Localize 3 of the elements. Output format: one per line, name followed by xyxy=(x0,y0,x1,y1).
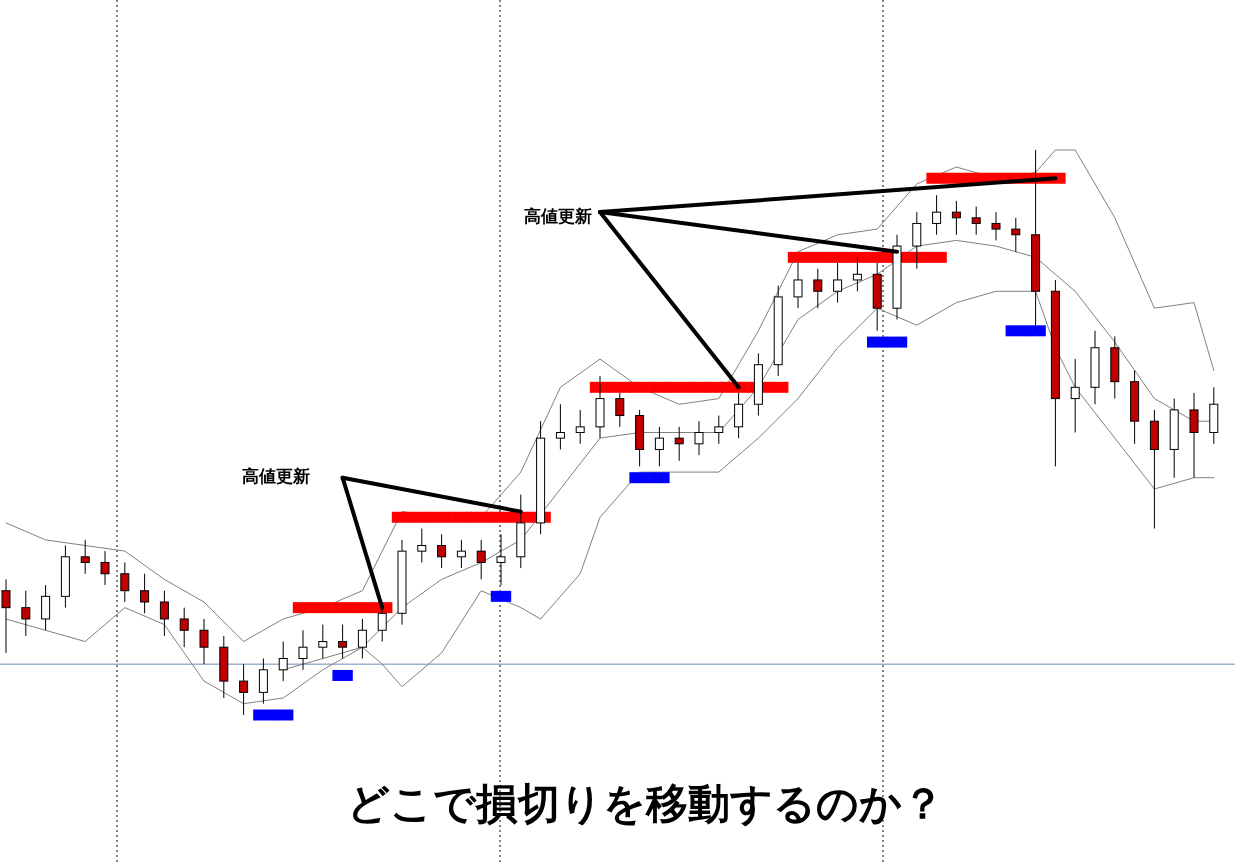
annotation: 高値更新 xyxy=(524,206,592,226)
annotation: 高値更新 xyxy=(242,466,310,486)
text: どこで損切りを移動するのか？ xyxy=(346,779,944,828)
